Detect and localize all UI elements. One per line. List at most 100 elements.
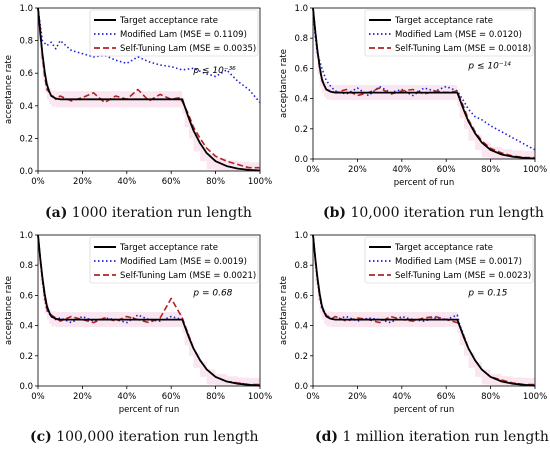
noise-band-segment [188, 340, 194, 356]
x-tick-label: 0% [306, 165, 320, 175]
noise-band-segment [206, 369, 216, 385]
p-value-annotation: p = 0.15 [467, 288, 507, 298]
legend-entry: Modified Lam (MSE = 0.0019) [120, 257, 247, 267]
y-axis-label: acceptance rate [279, 276, 289, 345]
y-tick-label: 0.0 [19, 167, 33, 177]
y-tick-label: 0.2 [19, 352, 33, 362]
y-tick-label: 1.0 [19, 4, 33, 14]
y-tick-label: 0.8 [294, 34, 308, 44]
series-line-self-tuning-lam [312, 234, 535, 386]
chart-panel-d: 0.0 0.2 0.4 0.6 0.8 1.0 0% 20% 40% 60% 80% 100% acce… [279, 231, 547, 415]
x-tick-label: 60% [162, 392, 181, 402]
noise-band-segment [313, 250, 316, 266]
y-tick-label: 0.6 [19, 291, 33, 301]
legend-entry: Target acceptance rate [119, 243, 218, 253]
caption-label: (b) [323, 205, 347, 221]
noise-band-segment [459, 330, 464, 346]
x-tick-label: 100% [523, 392, 547, 402]
x-tick-label: 40% [117, 177, 136, 187]
noise-band-segment [321, 77, 325, 93]
chart-panel-b: 0.0 0.2 0.4 0.6 0.8 1.0 0% 20% 40% 60% 80% 100% acce… [279, 4, 547, 188]
noise-band-segment [326, 84, 331, 100]
legend-entry: Self-Tuning Lam (MSE = 0.0023) [395, 271, 531, 281]
noise-band-segment [182, 318, 185, 334]
y-tick-label: 0.8 [19, 37, 33, 47]
caption-a: (a) 1000 iteration run length [45, 205, 252, 221]
series-line-target [312, 7, 536, 160]
noise-band-segment [457, 318, 460, 334]
noise-band-segment [324, 308, 327, 325]
noise-band-segment [49, 87, 52, 105]
x-tick-label: 100% [248, 392, 272, 402]
legend-entry: Self-Tuning Lam (MSE = 0.0021) [120, 271, 256, 281]
caption-text: 1 million iteration run length [342, 429, 549, 445]
x-tick-label: 40% [392, 392, 411, 402]
noise-band-segment [46, 304, 50, 320]
x-axis-label: percent of run [394, 405, 454, 415]
noise-band-segment [38, 24, 41, 41]
y-tick-label: 0.6 [294, 291, 308, 301]
legend-entry: Modified Lam (MSE = 0.1109) [120, 30, 247, 40]
caption-label: (a) [45, 205, 68, 221]
noise-band-segment [237, 161, 249, 171]
noise-band-segment [226, 376, 238, 386]
legend-entry: Modified Lam (MSE = 0.0017) [395, 257, 522, 267]
noise-band-segment [321, 304, 325, 320]
plot-frame [312, 7, 536, 160]
noise-band-segment [313, 23, 316, 39]
legend-entry: Target acceptance rate [394, 243, 493, 253]
noise-band-segment [226, 160, 238, 171]
y-tick-label: 0.4 [294, 95, 308, 105]
noise-band-segment [315, 269, 318, 285]
y-axis-label: acceptance rate [279, 49, 289, 118]
noise-band-segment [248, 377, 260, 386]
x-tick-label: 20% [73, 177, 92, 187]
p-value-annotation: p = 0.68 [192, 288, 232, 298]
legend-box [364, 9, 534, 57]
y-tick-label: 0.0 [294, 382, 308, 392]
legend-entry: Modified Lam (MSE = 0.0120) [395, 30, 522, 40]
legend: Target acceptance rate Modified Lam (MSE … [364, 236, 534, 284]
noise-band-segment [200, 144, 207, 162]
noise-band-segment [188, 122, 194, 139]
noise-band-segment [481, 369, 491, 385]
x-tick-label: 100% [523, 165, 547, 175]
series-line-modified-lam [312, 7, 536, 151]
x-tick-label: 60% [437, 165, 456, 175]
noise-band-segment [317, 59, 320, 75]
legend-entry: Self-Tuning Lam (MSE = 0.0018) [395, 44, 531, 54]
noise-band-segment [512, 150, 524, 159]
noise-band-segment [463, 113, 469, 129]
x-tick-label: 0% [31, 392, 45, 402]
noise-band-segment [193, 135, 201, 152]
noise-band-segment [475, 134, 482, 150]
x-tick-label: 0% [306, 392, 320, 402]
noise-band-segment [40, 45, 43, 62]
caption-d: (d) 1 million iteration run length [315, 429, 549, 445]
noise-band-segment [237, 377, 249, 386]
caption-text: 1000 iteration run length [71, 205, 252, 221]
chart-panel-a: 0.0 0.2 0.4 0.6 0.8 1.0 0% 20% 40% 60% 80% 100% acce… [4, 4, 272, 187]
noise-band-segment [38, 250, 41, 266]
noise-band-segment [319, 71, 322, 87]
y-tick-label: 0.0 [294, 155, 308, 165]
legend-entry: Target acceptance rate [394, 16, 493, 26]
y-tick-label: 0.4 [19, 322, 33, 332]
series-line-modified-lam [37, 7, 261, 104]
legend: Target acceptance rate Modified Lam (MSE … [364, 9, 534, 57]
x-tick-label: 20% [73, 392, 92, 402]
noise-band-segment [248, 162, 260, 171]
y-axis-label: acceptance rate [4, 55, 14, 124]
noise-band-segment [49, 308, 52, 325]
noise-band-segment [44, 298, 47, 314]
chart-panel-c: 0.0 0.2 0.4 0.6 0.8 1.0 0% 20% 40% 60% 80% 100% acce… [4, 231, 272, 415]
noise-band-segment [40, 269, 43, 285]
noise-band-segment [468, 125, 476, 141]
y-tick-label: 0.8 [19, 261, 33, 271]
noise-band-segment [326, 311, 331, 327]
legend: Target acceptance rate Modified Lam (MSE … [89, 236, 259, 284]
series-line-target [37, 234, 261, 387]
y-axis-label: acceptance rate [4, 276, 14, 345]
legend-entry: Self-Tuning Lam (MSE = 0.0035) [120, 44, 256, 54]
x-tick-label: 20% [348, 392, 367, 402]
